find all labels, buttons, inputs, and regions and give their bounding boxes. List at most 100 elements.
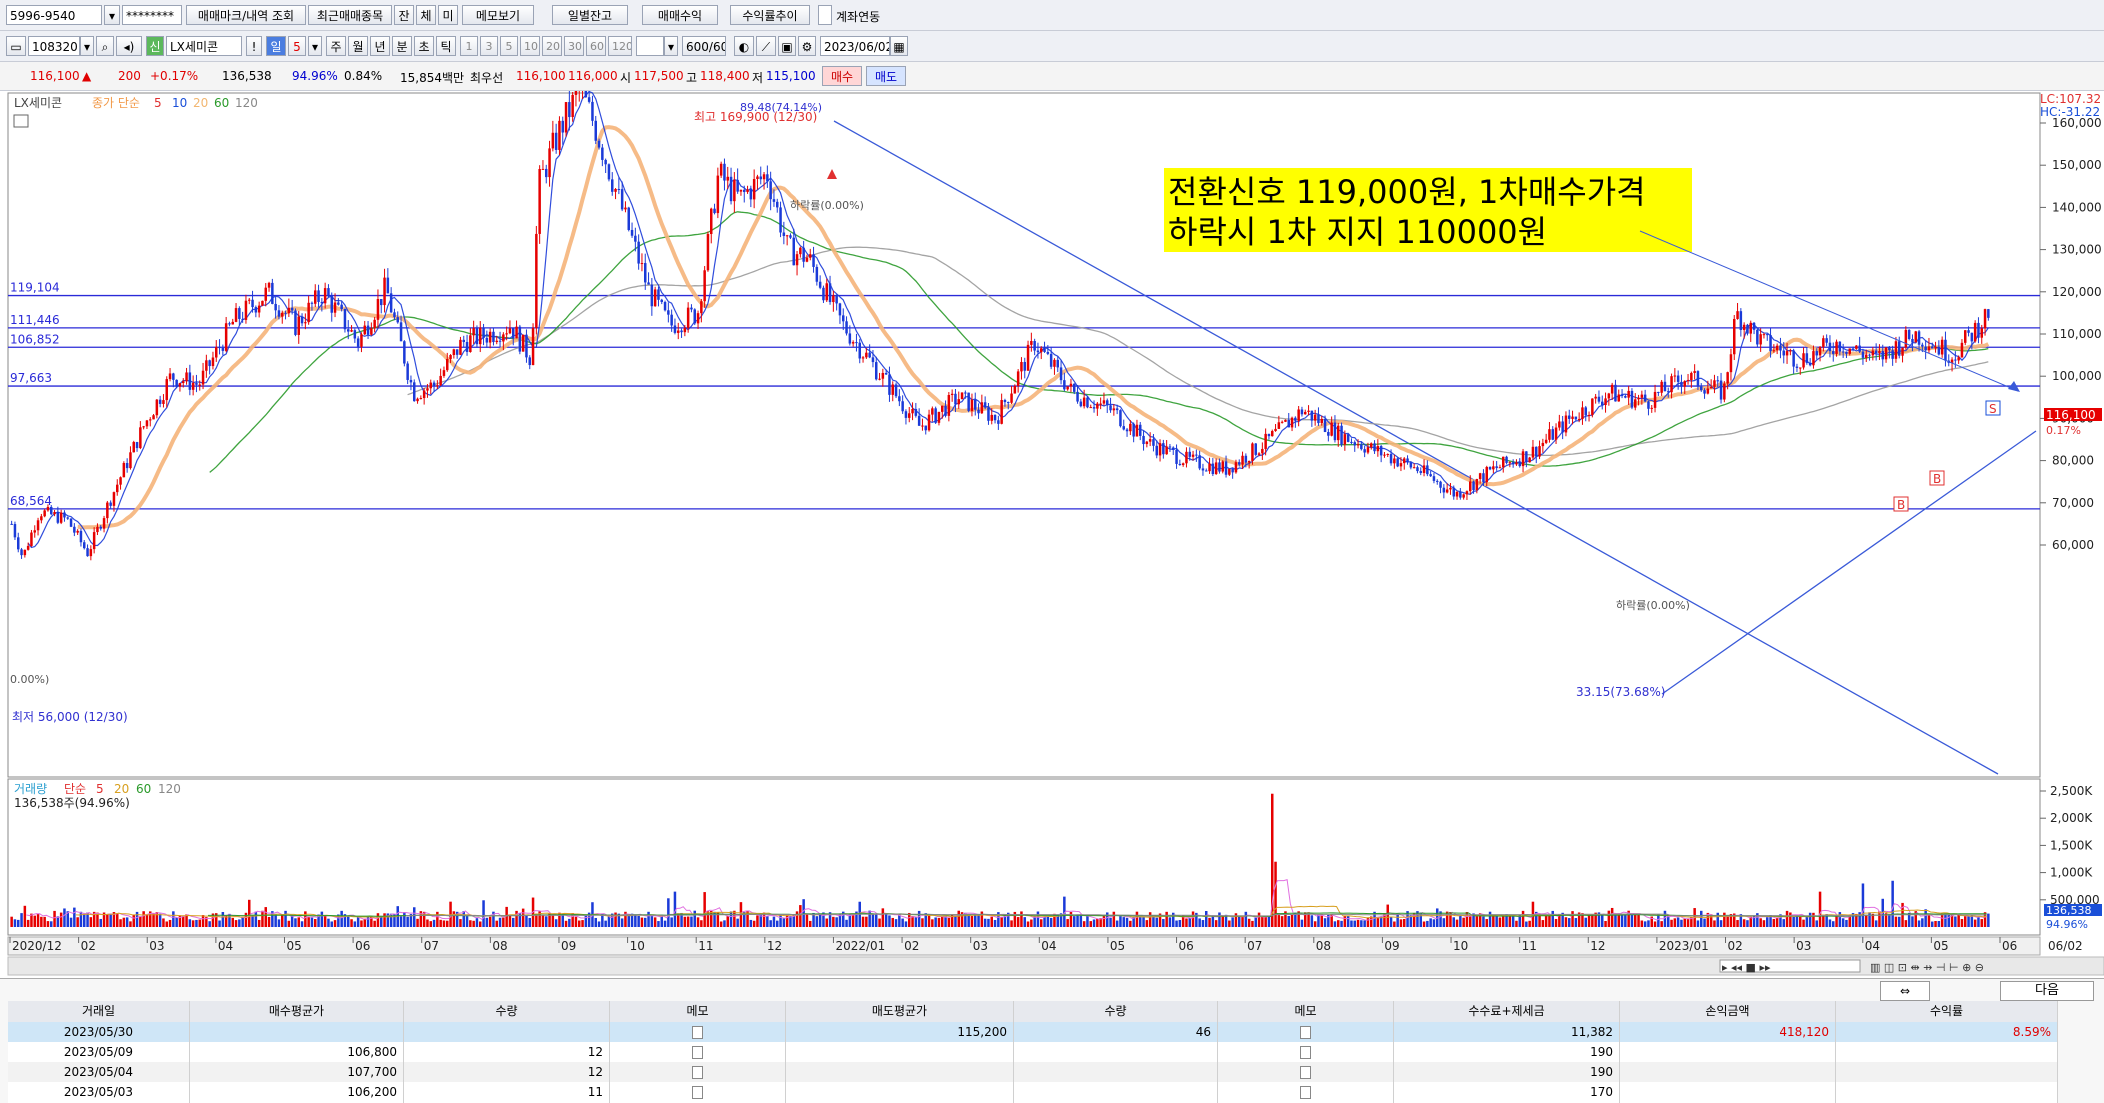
indicator-icon[interactable]: ◐ — [734, 36, 754, 56]
zoom-icons[interactable]: ▥ ◫ ⊡ ⇹ ⇸ ⊣ ⊢ ⊕ ⊖ — [1870, 961, 1984, 974]
candle-body — [238, 308, 241, 319]
chevron-down-icon[interactable]: ▾ — [664, 36, 678, 56]
memo-icon[interactable] — [1300, 1046, 1311, 1059]
memo-icon[interactable] — [610, 1042, 786, 1063]
alert-icon[interactable]: ! — [246, 36, 262, 56]
memo-icon[interactable] — [692, 1046, 703, 1059]
candle-body — [1228, 468, 1231, 475]
candle-body — [1393, 458, 1396, 464]
minute-20-button[interactable]: 20 — [542, 36, 562, 56]
date-field[interactable]: 2023/06/02 — [820, 36, 890, 56]
volume-bar — [1066, 919, 1069, 927]
minute-60-button[interactable]: 60 — [586, 36, 606, 56]
memo-icon[interactable] — [610, 1082, 786, 1103]
volume-bar — [644, 917, 647, 927]
chart-scrollbar[interactable] — [7, 956, 2104, 976]
period-second-button[interactable]: 초 — [414, 36, 434, 56]
daily-balance-button[interactable]: 일별잔고 — [552, 5, 628, 25]
account-select[interactable]: 5996-9540 — [6, 5, 102, 25]
memo-icon[interactable] — [692, 1026, 703, 1039]
trade-profit-button[interactable]: 매매수익 — [642, 5, 718, 25]
data-count-field[interactable]: 600/600 — [682, 36, 726, 56]
volume-bar — [987, 918, 990, 927]
stock-name-field[interactable]: LX세미콘 — [166, 36, 242, 56]
gear-icon[interactable]: ⚙ — [798, 36, 816, 56]
buy-signal-marker[interactable] — [1893, 496, 1909, 512]
minute-1-button[interactable]: 1 — [460, 36, 478, 56]
candle-body — [1089, 407, 1092, 409]
candle-body — [1643, 394, 1647, 402]
memo-icon[interactable] — [1218, 1062, 1394, 1083]
memo-icon[interactable] — [1300, 1026, 1311, 1039]
stock-code-input[interactable]: 108320 — [28, 36, 80, 56]
chevron-down-icon[interactable]: ▾ — [80, 36, 94, 56]
candle-body — [1591, 398, 1594, 416]
account-link-checkbox[interactable] — [818, 5, 832, 25]
minute-120-button[interactable]: 120 — [608, 36, 632, 56]
unfilled-button[interactable]: 미 — [438, 5, 458, 25]
x-tick-label: 12 — [1590, 939, 1605, 953]
password-field[interactable]: ******** — [122, 5, 182, 25]
filled-button[interactable]: 체 — [416, 5, 436, 25]
ask-price: 116,100 — [516, 69, 566, 83]
buy-button[interactable]: 매수 — [822, 66, 862, 86]
buy-signal-marker[interactable] — [1929, 470, 1945, 486]
calendar-icon[interactable]: ▦ — [890, 36, 908, 56]
candle-body — [624, 207, 627, 210]
memo-icon[interactable] — [610, 1022, 786, 1043]
table-row[interactable]: 2023/05/04 107,700 12 190 — [8, 1062, 2058, 1083]
y-tick-label: 130,000 — [2052, 243, 2102, 257]
price-chart[interactable]: LX세미콘 종가 단순 5 10 20 60 120 LC:107.32 HC:… — [0, 74, 2104, 977]
chart-toggle-icon[interactable] — [13, 114, 29, 128]
period-month-button[interactable]: 월 — [348, 36, 368, 56]
candle-body — [1218, 462, 1221, 472]
scroll-nav-icons[interactable]: ▸ ◂◂ ■ ▸▸ — [1722, 961, 1771, 974]
memo-icon[interactable] — [610, 1062, 786, 1083]
recent-stocks-button[interactable]: 최근매매종목 — [308, 5, 392, 25]
period-day-button[interactable]: 일 — [266, 36, 286, 56]
chevron-down-icon[interactable]: ▾ — [104, 5, 120, 25]
memo-icon[interactable] — [692, 1086, 703, 1099]
table-row[interactable]: 2023/05/09 106,800 12 190 — [8, 1042, 2058, 1063]
candle-body — [1960, 342, 1964, 358]
memo-icon[interactable] — [1300, 1086, 1311, 1099]
expand-icon[interactable]: ⇔ — [1880, 981, 1930, 1001]
table-row[interactable]: 2023/05/03 106,200 11 170 — [8, 1082, 2058, 1103]
save-icon[interactable]: ▣ — [778, 36, 796, 56]
memo-icon[interactable] — [692, 1066, 703, 1079]
minute-5-button[interactable]: 5 — [500, 36, 518, 56]
table-row[interactable]: 2023/05/30 115,200 46 11,382 418,120 8.59% — [8, 1022, 2058, 1043]
custom-period-input[interactable] — [636, 36, 664, 56]
memo-view-button[interactable]: 메모보기 — [462, 5, 534, 25]
volume-bar — [376, 913, 380, 927]
search-icon[interactable]: ⌕ — [96, 36, 114, 56]
volume-bar — [746, 911, 749, 927]
sell-button[interactable]: 매도 — [866, 66, 906, 86]
balance-button[interactable]: 잔 — [394, 5, 414, 25]
candle-body — [617, 188, 621, 190]
volume-bar — [1795, 915, 1799, 927]
profit-trend-button[interactable]: 수익률추이 — [730, 5, 810, 25]
memo-icon[interactable] — [1218, 1082, 1394, 1103]
speaker-icon[interactable]: ◂) — [116, 36, 142, 56]
trade-mark-query-button[interactable]: 매매마크/내역 조회 — [186, 5, 306, 25]
ma20-legend: 20 — [193, 96, 208, 110]
layout-icon[interactable]: ▭ — [6, 36, 26, 56]
chevron-down-icon[interactable]: ▾ — [308, 36, 322, 56]
period-minute-button[interactable]: 분 — [392, 36, 412, 56]
draw-line-icon[interactable]: ⟋ — [756, 36, 776, 56]
chart-canvas[interactable]: LX세미콘 종가 단순 5 10 20 60 120 LC:107.32 HC:… — [0, 74, 2104, 977]
minute-10-button[interactable]: 10 — [520, 36, 540, 56]
memo-icon[interactable] — [1218, 1022, 1394, 1043]
minute-30-button[interactable]: 30 — [564, 36, 584, 56]
scroll-thumb[interactable] — [1719, 959, 1861, 973]
minute-3-button[interactable]: 3 — [480, 36, 498, 56]
next-button[interactable]: 다음 — [2000, 981, 2094, 1001]
memo-icon[interactable] — [1218, 1042, 1394, 1063]
memo-icon[interactable] — [1300, 1066, 1311, 1079]
period-tick-button[interactable]: 틱 — [436, 36, 456, 56]
period-number-field[interactable]: 5 — [288, 36, 306, 56]
period-week-button[interactable]: 주 — [326, 36, 346, 56]
sell-signal-marker[interactable] — [1985, 400, 2001, 416]
period-year-button[interactable]: 년 — [370, 36, 390, 56]
